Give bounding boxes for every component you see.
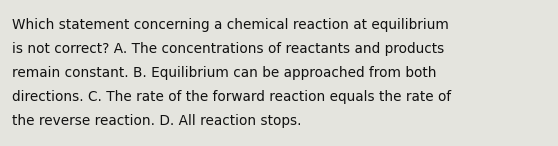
Text: the reverse reaction. D. All reaction stops.: the reverse reaction. D. All reaction st… [12,114,302,128]
Text: remain constant. B. Equilibrium can be approached from both: remain constant. B. Equilibrium can be a… [12,66,437,80]
Text: Which statement concerning a chemical reaction at equilibrium: Which statement concerning a chemical re… [12,18,449,32]
Text: is not correct? A. The concentrations of reactants and products: is not correct? A. The concentrations of… [12,42,445,56]
Text: directions. C. The rate of the forward reaction equals the rate of: directions. C. The rate of the forward r… [12,90,451,104]
